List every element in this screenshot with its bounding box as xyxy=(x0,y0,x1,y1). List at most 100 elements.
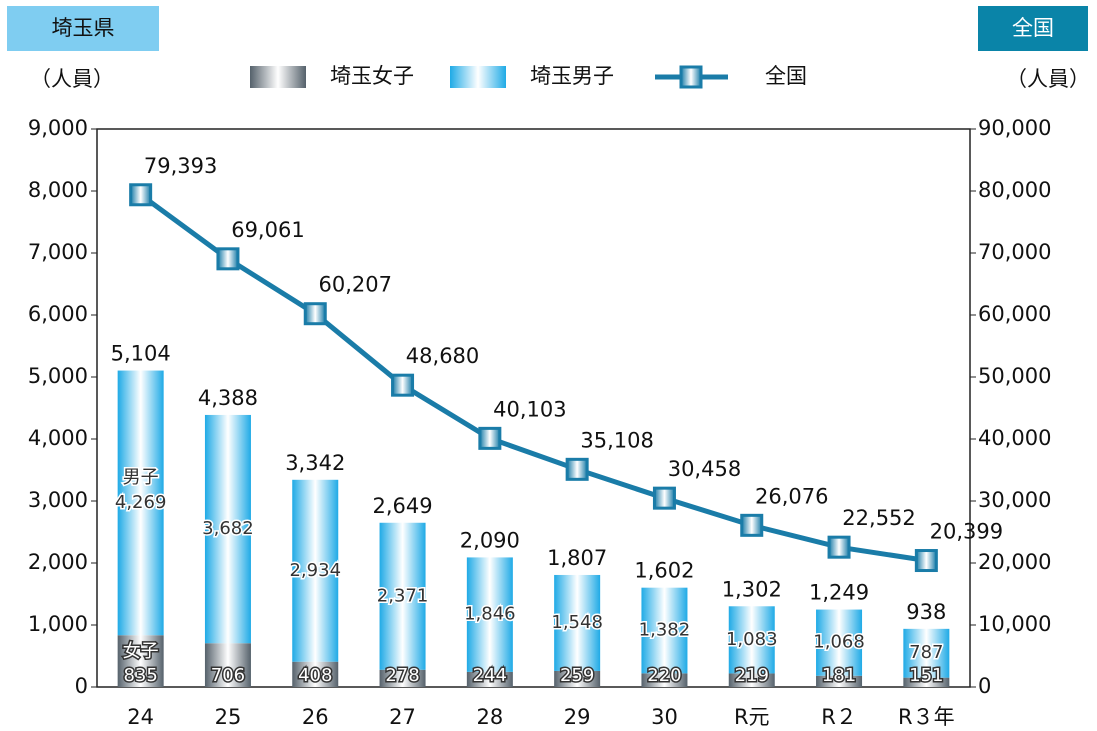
total-label: 938 xyxy=(906,600,946,624)
segment-label: 181 xyxy=(822,665,856,686)
y-tick-label: 2,000 xyxy=(28,550,88,574)
line-marker xyxy=(914,549,938,573)
annotation: 女子 xyxy=(123,641,159,662)
x-tick-label: R２ xyxy=(821,705,857,729)
y-tick-label: 1,000 xyxy=(28,612,88,636)
x-tick-label: 24 xyxy=(127,705,154,729)
y-tick-label: 7,000 xyxy=(28,240,88,264)
line-marker xyxy=(740,513,764,537)
y-tick-label: 5,000 xyxy=(28,364,88,388)
y-tick-label: 8,000 xyxy=(28,178,88,202)
total-label: 2,649 xyxy=(372,494,432,518)
line-marker xyxy=(478,426,502,450)
line-marker xyxy=(827,535,851,559)
segment-label: 278 xyxy=(385,665,419,686)
line-marker xyxy=(391,373,415,397)
line-marker xyxy=(129,183,153,207)
x-tick-label: 30 xyxy=(651,705,678,729)
line-marker xyxy=(303,302,327,326)
bar xyxy=(728,673,775,687)
line-value-label: 26,076 xyxy=(755,484,828,508)
segment-label: 4,269 xyxy=(115,492,167,513)
line-marker xyxy=(216,247,240,271)
total-label: 2,090 xyxy=(460,528,520,552)
legend-swatch xyxy=(250,66,306,88)
x-tick-label: R元 xyxy=(734,705,770,729)
segment-label: 2,934 xyxy=(289,560,341,581)
bar xyxy=(816,609,863,676)
bar xyxy=(466,671,513,687)
line-value-label: 79,393 xyxy=(144,154,217,178)
line-marker xyxy=(565,457,589,481)
y2-tick-label: 40,000 xyxy=(978,426,1051,450)
segment-label: 244 xyxy=(473,665,507,686)
y2-tick-label: 10,000 xyxy=(978,612,1051,636)
y2-tick-label: 90,000 xyxy=(978,116,1051,140)
y2-tick-label: 70,000 xyxy=(978,240,1051,264)
total-label: 1,807 xyxy=(547,546,607,570)
bar xyxy=(554,670,601,687)
segment-label: 1,382 xyxy=(639,620,691,641)
segment-label: 1,846 xyxy=(464,604,516,625)
segment-label: 3,682 xyxy=(202,518,254,539)
x-tick-label: 28 xyxy=(476,705,503,729)
bar xyxy=(292,661,339,687)
total-label: 4,388 xyxy=(198,386,258,410)
y-tick-label: 9,000 xyxy=(28,116,88,140)
bar xyxy=(466,557,513,672)
bar xyxy=(903,677,950,687)
line-value-label: 69,061 xyxy=(231,218,304,242)
bar xyxy=(554,574,601,671)
bar xyxy=(379,522,426,670)
bar xyxy=(641,587,688,674)
line-marker xyxy=(652,486,676,510)
left-badge-bg xyxy=(7,6,159,51)
x-tick-label: R３年 xyxy=(898,705,955,729)
line-value-label: 35,108 xyxy=(580,428,653,452)
line-value-label: 22,552 xyxy=(842,506,915,530)
segment-label: 219 xyxy=(735,665,769,686)
right-badge: 全国 xyxy=(1012,16,1054,40)
y2-tick-label: 50,000 xyxy=(978,364,1051,388)
y-tick-label: 4,000 xyxy=(28,426,88,450)
segment-label: 835 xyxy=(123,665,157,686)
segment-label: 2,371 xyxy=(377,585,429,606)
y2-axis-label: （人員） xyxy=(1006,67,1090,91)
y-tick-label: 6,000 xyxy=(28,302,88,326)
bar xyxy=(816,675,863,687)
x-tick-label: 25 xyxy=(215,705,242,729)
legend-label: 全国 xyxy=(765,64,807,88)
segment-label: 259 xyxy=(560,665,594,686)
segment-label: 1,083 xyxy=(726,629,778,650)
y2-tick-label: 80,000 xyxy=(978,178,1051,202)
segment-label: 787 xyxy=(909,642,943,663)
legend-swatch xyxy=(679,65,703,89)
line-value-label: 40,103 xyxy=(493,397,566,421)
segment-label: 408 xyxy=(298,665,332,686)
line-value-label: 20,399 xyxy=(930,520,1003,544)
y-axis-label: （人員） xyxy=(30,67,114,91)
bar xyxy=(641,673,688,687)
segment-label: 220 xyxy=(647,665,681,686)
total-label: 1,302 xyxy=(722,577,782,601)
bar xyxy=(903,628,950,678)
segment-label: 1,548 xyxy=(551,612,603,633)
x-tick-label: 29 xyxy=(564,705,591,729)
legend-label: 埼玉女子 xyxy=(330,64,414,88)
bar xyxy=(204,414,251,644)
total-label: 5,104 xyxy=(111,342,171,366)
bar xyxy=(204,643,251,687)
line xyxy=(139,192,927,563)
segment-label: 151 xyxy=(909,665,943,686)
annotation: 男子 xyxy=(123,467,159,488)
bar xyxy=(117,370,164,636)
segment-label: 706 xyxy=(211,665,245,686)
total-label: 1,602 xyxy=(634,559,694,583)
line-value-label: 30,458 xyxy=(668,457,741,481)
x-tick-label: 27 xyxy=(389,705,416,729)
y2-tick-label: 20,000 xyxy=(978,550,1051,574)
x-tick-label: 26 xyxy=(302,705,329,729)
line-value-label: 48,680 xyxy=(406,344,479,368)
y2-tick-label: 0 xyxy=(978,674,991,698)
